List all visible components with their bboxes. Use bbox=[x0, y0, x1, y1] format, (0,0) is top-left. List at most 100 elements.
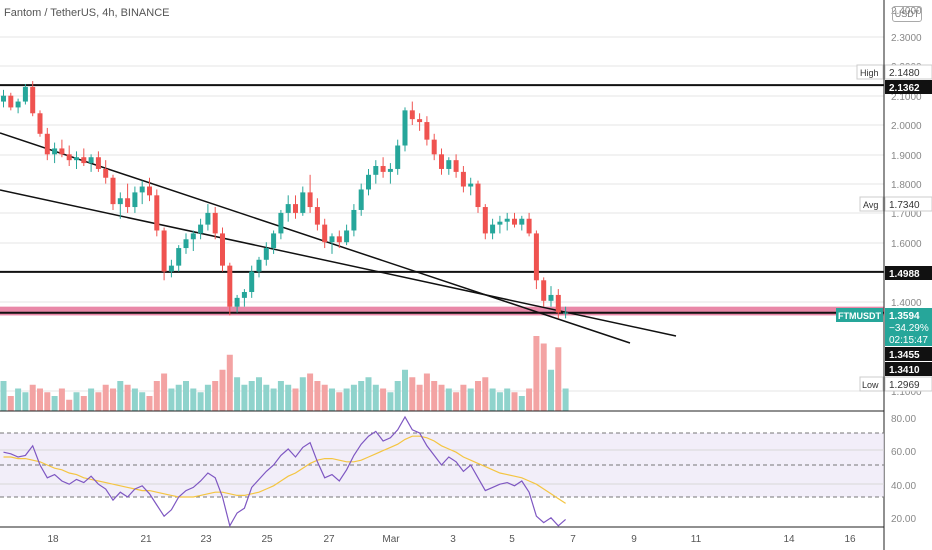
time-axis[interactable]: 18 21 23 25 27 Mar 3 5 7 9 11 14 16 bbox=[47, 534, 856, 545]
price-tick: 1.6000 bbox=[891, 239, 922, 250]
volume-bar bbox=[423, 373, 430, 411]
level-2-1362-label: 2.1362 bbox=[885, 80, 932, 94]
low-value: 1.2969 bbox=[889, 380, 920, 391]
rsi-tick: 80.00 bbox=[891, 414, 916, 425]
candle bbox=[482, 204, 488, 240]
candle bbox=[139, 180, 145, 205]
volume-bar bbox=[496, 392, 503, 411]
candle bbox=[154, 189, 160, 237]
volume-bar bbox=[117, 381, 124, 411]
volume-bar bbox=[299, 377, 306, 411]
candle bbox=[446, 157, 452, 175]
candle bbox=[110, 174, 116, 210]
price-tick: 2.3000 bbox=[891, 33, 922, 44]
volume-bar bbox=[7, 396, 14, 411]
candle bbox=[125, 183, 131, 213]
volume-bar bbox=[533, 336, 540, 411]
candle bbox=[431, 133, 437, 161]
candle bbox=[198, 218, 204, 240]
candle bbox=[555, 289, 561, 319]
candle bbox=[395, 139, 401, 175]
candle bbox=[190, 230, 196, 251]
time-tick: 21 bbox=[140, 534, 152, 545]
candle bbox=[563, 306, 569, 319]
candle bbox=[176, 245, 182, 272]
low-label: Low bbox=[862, 380, 879, 390]
ticker-price: 1.3594 bbox=[889, 311, 920, 322]
volume-bar bbox=[131, 388, 138, 411]
volume-bar bbox=[343, 388, 350, 411]
candle bbox=[117, 192, 123, 219]
high-value: 2.1480 bbox=[889, 68, 920, 79]
rsi-tick: 40.00 bbox=[891, 481, 916, 492]
volume-bar bbox=[22, 392, 29, 411]
candle bbox=[300, 186, 306, 216]
time-tick: 5 bbox=[509, 534, 515, 545]
candle bbox=[322, 218, 328, 249]
volume-bar bbox=[161, 373, 168, 411]
candle bbox=[541, 277, 547, 307]
candle bbox=[256, 256, 262, 278]
candle bbox=[519, 215, 525, 231]
candle bbox=[548, 286, 554, 307]
candle bbox=[358, 183, 364, 216]
volume-bar bbox=[504, 388, 511, 411]
candle bbox=[8, 92, 14, 111]
volume-bar bbox=[438, 384, 445, 411]
time-tick: 16 bbox=[844, 534, 856, 545]
svg-text:1.3410: 1.3410 bbox=[889, 365, 920, 376]
price-tick: 1.4000 bbox=[891, 298, 922, 309]
candle bbox=[88, 154, 94, 172]
candle bbox=[417, 113, 423, 131]
candle bbox=[497, 215, 503, 234]
volume-bar bbox=[387, 392, 394, 411]
time-tick: 9 bbox=[631, 534, 637, 545]
volume-bar bbox=[518, 396, 525, 411]
volume-bar bbox=[307, 373, 314, 411]
volume-bar bbox=[511, 392, 518, 411]
volume-bar bbox=[15, 388, 22, 411]
volume-bar bbox=[431, 381, 438, 411]
time-tick: 27 bbox=[323, 534, 335, 545]
rsi-tick: 20.00 bbox=[891, 514, 916, 525]
ticker-name: FTMUSDT bbox=[838, 311, 881, 321]
candle bbox=[271, 230, 277, 254]
volume-bar bbox=[183, 381, 189, 411]
volume-bar bbox=[51, 396, 58, 411]
volume-bar bbox=[197, 392, 204, 411]
volume-bar bbox=[365, 377, 372, 411]
avg-label: Avg bbox=[863, 200, 878, 210]
candle bbox=[314, 198, 320, 231]
candle bbox=[132, 186, 138, 213]
svg-text:1.3455: 1.3455 bbox=[889, 350, 920, 361]
ticker-countdown: 02:15:47 bbox=[889, 335, 928, 346]
volume-bar bbox=[0, 381, 7, 411]
candle bbox=[490, 218, 496, 240]
volume-bar bbox=[73, 392, 80, 411]
candle bbox=[103, 160, 109, 184]
currency-button[interactable]: USDT bbox=[892, 6, 922, 22]
candle bbox=[205, 204, 211, 231]
price-tick: 2.0000 bbox=[891, 121, 922, 132]
level-1-3455-label: 1.3455 bbox=[885, 347, 932, 361]
rsi-pane bbox=[0, 415, 884, 528]
volume-bar bbox=[80, 396, 87, 411]
volume-bar bbox=[475, 381, 481, 411]
volume-bars bbox=[0, 336, 569, 411]
candle bbox=[526, 212, 532, 237]
ticker-change: −34.29% bbox=[889, 323, 929, 334]
volume-bar bbox=[277, 381, 284, 411]
volume-bar bbox=[248, 381, 255, 411]
rsi-tick: 60.00 bbox=[891, 447, 916, 458]
rsi-ma-line bbox=[3, 435, 566, 504]
high-label: High bbox=[860, 68, 879, 78]
volume-bar bbox=[402, 369, 408, 411]
candle bbox=[22, 83, 28, 105]
volume-bar bbox=[285, 384, 292, 411]
price-tick: 1.9000 bbox=[891, 151, 922, 162]
price-tick: 1.8000 bbox=[891, 180, 922, 191]
time-tick: 23 bbox=[200, 534, 212, 545]
candle bbox=[453, 154, 459, 178]
svg-text:1.4988: 1.4988 bbox=[889, 269, 920, 280]
